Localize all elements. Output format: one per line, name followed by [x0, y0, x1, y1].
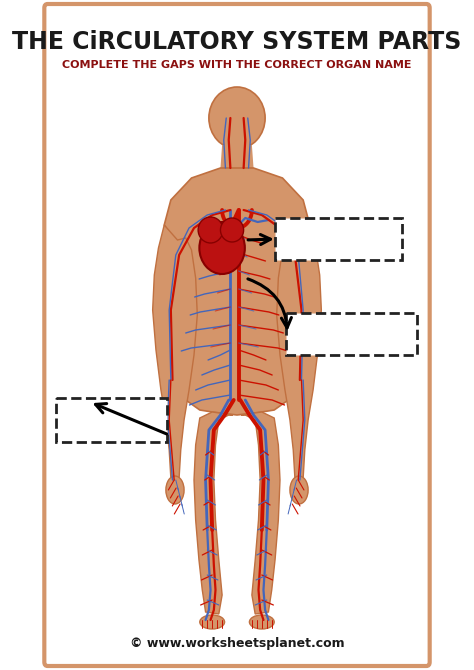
- Ellipse shape: [290, 476, 308, 504]
- Ellipse shape: [200, 615, 225, 629]
- Polygon shape: [220, 145, 254, 168]
- Polygon shape: [153, 225, 197, 478]
- Ellipse shape: [220, 218, 244, 242]
- Text: THE CiRCULATORY SYSTEM PARTS: THE CiRCULATORY SYSTEM PARTS: [12, 30, 462, 54]
- Polygon shape: [241, 412, 280, 614]
- FancyBboxPatch shape: [45, 4, 429, 666]
- Ellipse shape: [198, 217, 223, 243]
- Text: © www.worksheetsplanet.com: © www.worksheetsplanet.com: [130, 637, 344, 650]
- Text: COMPLETE THE GAPS WITH THE CORRECT ORGAN NAME: COMPLETE THE GAPS WITH THE CORRECT ORGAN…: [62, 60, 412, 70]
- FancyBboxPatch shape: [275, 218, 402, 260]
- Ellipse shape: [249, 615, 274, 629]
- FancyBboxPatch shape: [56, 398, 167, 442]
- Polygon shape: [277, 225, 321, 478]
- Ellipse shape: [166, 476, 184, 504]
- Polygon shape: [164, 168, 310, 415]
- FancyBboxPatch shape: [286, 313, 417, 355]
- Ellipse shape: [200, 222, 245, 274]
- Polygon shape: [194, 412, 233, 614]
- Ellipse shape: [209, 87, 265, 149]
